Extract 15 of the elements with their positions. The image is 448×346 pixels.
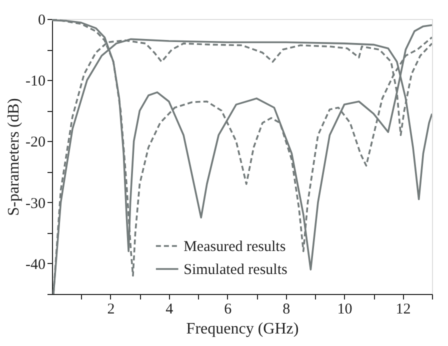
y-tick-label: -10 (26, 74, 46, 90)
y-tick-label: -30 (26, 196, 46, 212)
x-tick-label: 10 (337, 302, 352, 318)
x-axis-title: Frequency (GHz) (186, 320, 299, 338)
y-tick-label: 0 (38, 12, 46, 28)
legend-label: Simulated results (184, 262, 288, 278)
y-axis-title: S-parameters (dB) (6, 98, 23, 216)
legend-label: Measured results (184, 239, 286, 255)
y-tick-label: -20 (26, 134, 46, 151)
x-tick-label: 8 (282, 302, 290, 318)
x-tick-label: 2 (107, 302, 115, 318)
y-tick-label: -40 (26, 256, 46, 273)
x-tick-label: 12 (396, 302, 411, 318)
x-tick-label: 6 (224, 302, 232, 318)
x-tick-label: 4 (166, 302, 174, 318)
